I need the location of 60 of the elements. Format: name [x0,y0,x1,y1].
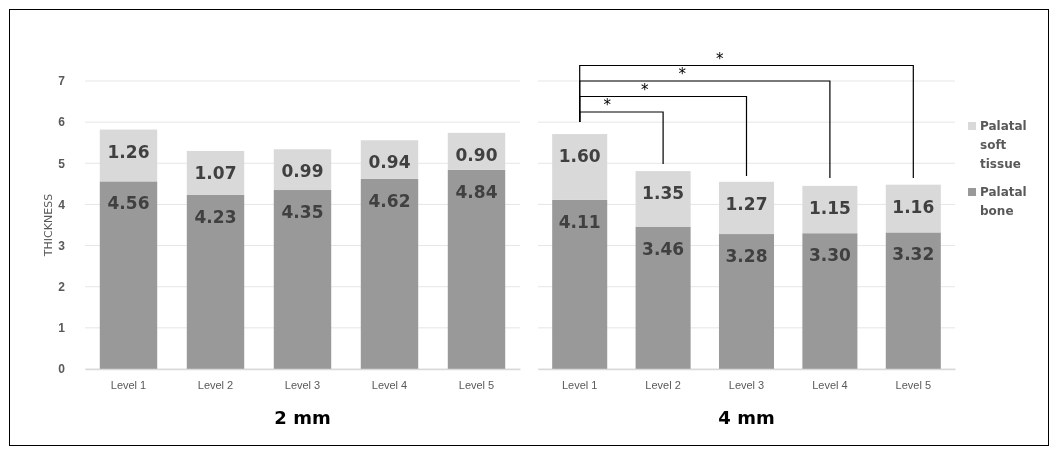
x-axis-title: 2 mm [274,407,331,428]
data-label: 1.26 [107,141,150,162]
data-label: 1.07 [194,162,237,183]
bar [273,190,332,369]
y-tick-label: 6 [58,115,66,130]
data-label: 1.16 [892,196,935,217]
x-tick-label: Level 1 [561,378,598,391]
y-tick-label: 7 [58,74,66,89]
bar [186,194,245,369]
data-label: 0.90 [455,144,498,165]
x-tick-label: Level 3 [284,378,321,391]
legend-label: Palatal soft tissue [980,119,1027,171]
data-label: 1.15 [808,197,851,218]
data-label: 3.32 [892,244,935,265]
bar [885,232,941,369]
bar [635,226,691,369]
x-tick-label: Level 5 [895,378,932,391]
y-axis-title: THICKNESS [42,193,55,258]
y-tick-label: 3 [58,238,66,253]
bar [447,169,506,369]
data-label: 3.28 [725,246,768,267]
x-tick-label: Level 2 [197,378,234,391]
bar [552,134,608,200]
data-label: 4.11 [558,211,601,232]
data-label: 1.60 [558,146,601,167]
annotation: * [678,65,687,83]
data-label: 4.23 [194,206,237,227]
x-tick-label: Level 2 [645,378,681,391]
bar [718,181,775,235]
bar [360,178,419,369]
x-tick-label: Level 4 [371,378,408,391]
data-label: 4.56 [107,193,150,214]
y-tick-label: 4 [58,197,66,212]
bar [802,233,858,369]
x-tick-label: Level 3 [728,378,765,391]
y-tick-label: 2 [58,280,66,295]
data-label: 3.46 [642,238,685,259]
data-label: 1.35 [642,183,685,204]
data-label: 4.84 [455,181,498,202]
legend-label: Palatal bone [980,185,1027,218]
annotation: * [603,96,612,114]
y-tick-label: 5 [58,156,66,171]
data-label: 3.30 [808,245,852,266]
data-label: 0.94 [368,152,411,173]
bar [718,234,775,369]
data-label: 0.99 [281,161,324,182]
x-tick-label: Level 5 [458,378,495,391]
annotation: * [641,80,650,99]
text: * [716,49,725,68]
bar [99,181,158,369]
x-tick-label: Level 1 [110,378,147,391]
y-tick-label: 1 [58,321,66,336]
data-label: 1.27 [725,193,768,214]
bar [635,171,691,227]
data-label: 4.35 [281,202,324,223]
bar [552,199,608,369]
x-tick-label: Level 4 [812,378,848,391]
x-axis-title: 4 mm [718,407,775,428]
data-label: 4.62 [368,190,411,211]
y-tick-label: 0 [58,362,66,377]
